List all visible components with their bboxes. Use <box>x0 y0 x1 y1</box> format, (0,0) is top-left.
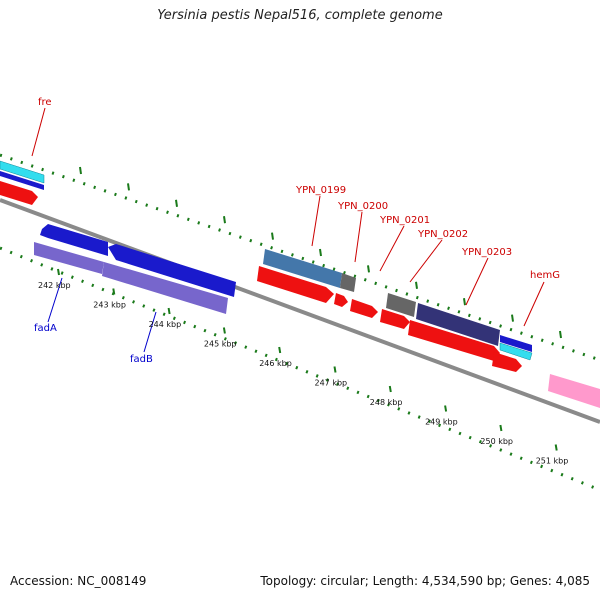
gene-red-4[interactable] <box>350 299 378 318</box>
outer-tick <box>511 314 514 322</box>
gene-fadA-purple[interactable] <box>34 242 104 274</box>
kbp-tick <box>444 405 448 412</box>
gene-red-5[interactable] <box>380 309 410 329</box>
genome-backbone <box>0 198 600 424</box>
gene-ypn0202-grey[interactable] <box>386 293 416 317</box>
tick-track-inner <box>0 246 600 492</box>
gene-fadB-blue[interactable] <box>108 244 236 297</box>
kbp-label: 246 kbp <box>259 359 292 368</box>
gene-ypn0199-steel[interactable] <box>263 249 342 288</box>
kbp-label: 244 kbp <box>149 320 182 329</box>
outer-tick <box>175 199 178 207</box>
kbp-tick <box>388 385 392 393</box>
outer-tick <box>79 166 82 175</box>
kbp-label: 247 kbp <box>315 379 348 388</box>
outer-tick <box>463 298 466 306</box>
kbp-tick <box>499 424 503 432</box>
gene-label-hemG: hemG <box>530 270 560 281</box>
gene-hemG-cyan[interactable] <box>499 342 533 361</box>
leader-lines-blue <box>47 277 157 353</box>
gene-ypn0200-grey[interactable] <box>340 273 356 292</box>
kbp-label: 243 kbp <box>93 301 126 310</box>
kbp-tick <box>112 288 116 295</box>
kbp-label: 249 kbp <box>425 418 458 427</box>
outer-tick <box>127 183 130 191</box>
gene-fadA-blue[interactable] <box>40 224 108 256</box>
gene-fre-blue[interactable] <box>0 171 44 190</box>
kbp-label: 250 kbp <box>480 437 513 446</box>
kbp-label: 245 kbp <box>204 340 237 349</box>
gene-label-fadA: fadA <box>34 323 57 334</box>
gene-fre-cyan[interactable] <box>0 160 45 184</box>
major-ticks <box>57 166 562 451</box>
outer-tick <box>415 281 418 289</box>
topology-label: Topology: circular; Length: 4,534,590 bp… <box>260 574 590 588</box>
kbp-tick <box>333 366 337 373</box>
kbp-tick <box>222 327 226 334</box>
gene-label-ypn0203: YPN_0203 <box>461 247 512 258</box>
tick-track-outer <box>0 153 600 362</box>
gene-label-ypn0202: YPN_0202 <box>417 229 468 240</box>
map-title: Yersinia pestis Nepal516, complete genom… <box>157 8 443 23</box>
gene-fadB-purple[interactable] <box>102 262 228 314</box>
kbp-tick <box>57 268 60 276</box>
kbp-tick <box>167 307 171 315</box>
outer-tick <box>223 216 226 224</box>
outer-tick <box>319 248 322 257</box>
outer-tick <box>271 232 274 240</box>
gene-label-ypn0200: YPN_0200 <box>337 201 388 212</box>
gene-pink[interactable] <box>548 374 600 408</box>
kbp-label: 251 kbp <box>536 457 569 466</box>
gene-label-fre: fre <box>38 97 52 108</box>
kbp-tick <box>554 444 558 451</box>
gene-red-2[interactable] <box>257 266 334 303</box>
outer-tick <box>367 265 370 273</box>
gene-red-3[interactable] <box>334 293 348 307</box>
gene-label-ypn0201: YPN_0201 <box>379 215 430 226</box>
gene-label-fadB: fadB <box>130 354 153 365</box>
kbp-labels: 242 kbp 243 kbp 244 kbp 245 kbp 246 kbp 247 k… <box>38 281 568 466</box>
accession-label: Accession: NC_008149 <box>10 574 147 588</box>
kbp-label: 248 kbp <box>370 398 403 407</box>
gene-label-ypn0199: YPN_0199 <box>295 185 346 196</box>
gene-red-7[interactable] <box>492 352 522 372</box>
outer-tick <box>559 330 562 339</box>
leader-lines-red <box>31 107 545 327</box>
gene-hemG-blue[interactable] <box>500 335 532 352</box>
gene-ypn0203-navy[interactable] <box>416 303 500 346</box>
gene-red-1[interactable] <box>0 181 38 205</box>
kbp-label: 242 kbp <box>38 281 71 290</box>
gene-red-6[interactable] <box>408 320 500 361</box>
kbp-tick <box>278 346 282 354</box>
